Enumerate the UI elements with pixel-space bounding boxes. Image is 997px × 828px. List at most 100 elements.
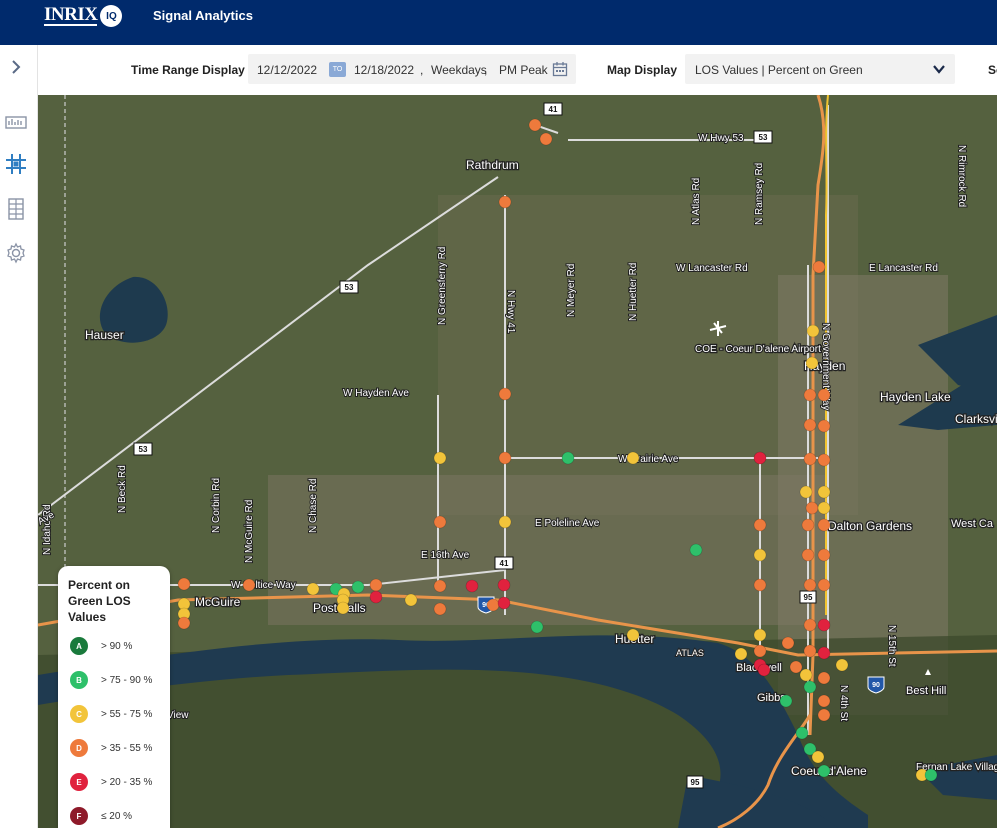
signal-marker[interactable] (433, 579, 447, 593)
signal-marker[interactable] (336, 601, 350, 615)
signal-marker[interactable] (753, 628, 767, 642)
signal-marker[interactable] (626, 451, 640, 465)
signal-marker[interactable] (801, 548, 815, 562)
place-label: Best Hill (906, 685, 946, 697)
signal-marker[interactable] (811, 750, 825, 764)
signal-marker[interactable] (433, 515, 447, 529)
signal-marker[interactable] (498, 515, 512, 529)
signal-marker[interactable] (242, 578, 256, 592)
urban-area-central (268, 475, 828, 625)
signal-marker[interactable] (805, 356, 819, 370)
signal-marker[interactable] (803, 578, 817, 592)
road-label: E Poleline Ave (535, 518, 600, 529)
signal-marker[interactable] (369, 578, 383, 592)
map-canvas[interactable]: .lbl { font-family: "Liberation Sans", s… (38, 95, 997, 828)
signal-marker[interactable] (753, 644, 767, 658)
signal-marker[interactable] (817, 485, 831, 499)
signal-marker[interactable] (817, 518, 831, 532)
signal-marker[interactable] (689, 543, 703, 557)
signal-marker[interactable] (817, 548, 831, 562)
signal-marker[interactable] (465, 579, 479, 593)
signal-marker[interactable] (498, 451, 512, 465)
signal-marker[interactable] (779, 694, 793, 708)
legend-grade-c: C (70, 705, 88, 723)
signal-marker[interactable] (433, 451, 447, 465)
signal-marker[interactable] (805, 501, 819, 515)
signal-marker[interactable] (734, 647, 748, 661)
expand-sidebar-button[interactable] (4, 55, 28, 79)
signal-marker[interactable] (539, 132, 553, 146)
signal-marker[interactable] (351, 580, 365, 594)
signal-marker[interactable] (817, 618, 831, 632)
place-label: Hayden Lake (880, 390, 951, 404)
place-label: Hauser (85, 328, 124, 342)
signal-marker[interactable] (812, 260, 826, 274)
svg-text:95: 95 (691, 778, 700, 787)
signal-marker[interactable] (753, 518, 767, 532)
signal-marker[interactable] (835, 658, 849, 672)
signal-marker[interactable] (799, 485, 813, 499)
signal-marker[interactable] (757, 663, 771, 677)
signal-marker[interactable] (404, 593, 418, 607)
road-label: ATLAS (676, 648, 704, 658)
signal-marker[interactable] (789, 660, 803, 674)
signal-marker[interactable] (817, 708, 831, 722)
signal-marker[interactable] (530, 620, 544, 634)
signal-marker[interactable] (803, 418, 817, 432)
signal-marker[interactable] (803, 680, 817, 694)
signal-marker[interactable] (803, 742, 817, 756)
road-label: N Hwy 41 (505, 290, 516, 334)
signal-marker[interactable] (817, 419, 831, 433)
signal-marker[interactable] (817, 646, 831, 660)
road-label: E 16th Ave (421, 550, 470, 561)
signal-marker[interactable] (817, 671, 831, 685)
signal-marker[interactable] (753, 548, 767, 562)
svg-text:53: 53 (139, 445, 148, 454)
signal-marker[interactable] (803, 388, 817, 402)
calendar-icon[interactable] (552, 61, 568, 77)
airport-icon (709, 321, 727, 336)
signal-marker[interactable] (753, 578, 767, 592)
signal-marker[interactable] (924, 768, 938, 782)
signal-marker[interactable] (433, 602, 447, 616)
intersection-map-nav-button[interactable] (4, 152, 28, 176)
signal-marker[interactable] (795, 726, 809, 740)
signal-marker[interactable] (486, 598, 500, 612)
signal-marker[interactable] (561, 451, 575, 465)
signal-marker[interactable] (528, 118, 542, 132)
signal-marker[interactable] (817, 764, 831, 778)
signal-marker[interactable] (801, 518, 815, 532)
signal-marker[interactable] (817, 501, 831, 515)
signal-marker[interactable] (799, 668, 813, 682)
signal-marker[interactable] (498, 195, 512, 209)
map-display-select[interactable]: LOS Values | Percent on Green (685, 54, 955, 84)
signal-marker[interactable] (497, 596, 511, 610)
app-title: Signal Analytics (153, 8, 253, 23)
analytics-nav-button[interactable] (4, 110, 28, 134)
intersection-map-icon (6, 154, 26, 174)
signal-marker[interactable] (177, 616, 191, 630)
signal-marker[interactable] (369, 590, 383, 604)
signal-marker[interactable] (817, 694, 831, 708)
signal-marker[interactable] (497, 578, 511, 592)
signal-marker[interactable] (803, 618, 817, 632)
signal-marker[interactable] (806, 324, 820, 338)
signal-marker[interactable] (626, 628, 640, 642)
corridor-nav-button[interactable] (4, 197, 28, 221)
signal-marker[interactable] (306, 582, 320, 596)
signal-marker[interactable] (498, 387, 512, 401)
legend-title: Percent on Green LOS Values (68, 578, 131, 624)
legend-range-e: > 20 - 35 % (101, 776, 153, 788)
signal-marker[interactable] (817, 453, 831, 467)
signal-marker[interactable] (803, 644, 817, 658)
signal-marker[interactable] (177, 577, 191, 591)
time-range-picker[interactable]: 12/12/2022 TO 12/18/2022 , Weekdays , PM… (248, 54, 576, 84)
signal-marker[interactable] (817, 388, 831, 402)
inrix-iq-logo[interactable]: INRIX IQ (44, 5, 123, 27)
signal-marker[interactable] (753, 451, 767, 465)
signal-marker[interactable] (803, 452, 817, 466)
signal-marker[interactable] (781, 636, 795, 650)
settings-nav-button[interactable] (4, 241, 28, 265)
signal-marker[interactable] (817, 578, 831, 592)
place-label: Gibbs (757, 692, 786, 704)
